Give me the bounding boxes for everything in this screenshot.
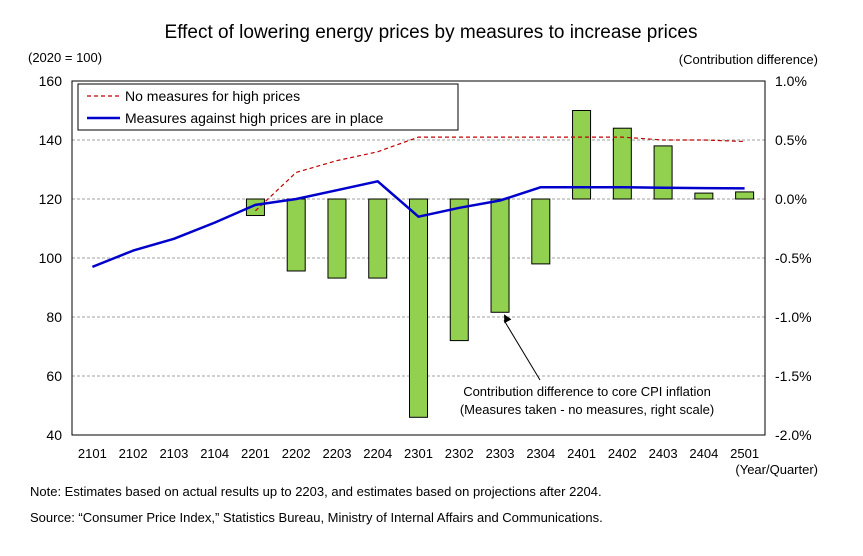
source-text: Source: “Consumer Price Index,” Statisti… <box>30 510 603 525</box>
x-tick-label: 2102 <box>119 446 148 461</box>
right-tick-label: 1.0% <box>775 73 807 89</box>
lines <box>91 136 745 269</box>
bar <box>653 145 673 200</box>
x-tick-label: 2501 <box>730 446 759 461</box>
x-axis-label: (Year/Quarter) <box>735 462 818 477</box>
annotation-line-2: (Measures taken - no measures, right sca… <box>460 402 714 417</box>
x-tick-label: 2103 <box>159 446 188 461</box>
x-tick-label: 2303 <box>486 446 515 461</box>
x-axis-ticks: 2101 2102 2103 2104 2201 2202 2203 2204 2301 2302… <box>78 446 759 461</box>
right-tick-label: 0.0% <box>775 191 807 207</box>
x-tick-label: 2104 <box>200 446 229 461</box>
x-tick-label: 2403 <box>649 446 678 461</box>
bar <box>694 192 714 200</box>
bar <box>531 198 551 265</box>
x-tick-label: 2302 <box>445 446 474 461</box>
bars <box>245 110 755 418</box>
x-tick-label: 2304 <box>526 446 555 461</box>
bar <box>735 191 755 200</box>
bar <box>368 198 388 279</box>
left-tick-label: 100 <box>39 250 63 266</box>
right-tick-label: -2.0% <box>775 427 812 443</box>
right-axis-ticks: -2.0% -1.5% -1.0% -0.5% 0.0% 0.5% 1.0% <box>775 73 812 443</box>
right-tick-label: -0.5% <box>775 250 812 266</box>
right-tick-label: -1.5% <box>775 368 812 384</box>
x-tick-label: 2404 <box>689 446 718 461</box>
annotation-box <box>436 380 738 420</box>
annotation-arrow <box>503 320 541 381</box>
bar <box>286 198 306 272</box>
bar <box>327 198 347 279</box>
x-tick-label: 2101 <box>78 446 107 461</box>
right-tick-label: 0.5% <box>775 132 807 148</box>
x-tick-label: 2401 <box>567 446 596 461</box>
bar <box>409 198 428 418</box>
x-tick-label: 2201 <box>241 446 270 461</box>
bar <box>612 127 632 200</box>
annotation-arrowhead <box>504 314 512 324</box>
right-axis-unit: (Contribution difference) <box>679 52 818 67</box>
left-tick-label: 40 <box>46 427 62 443</box>
left-tick-label: 160 <box>39 73 63 89</box>
legend-label-measures: Measures against high prices are in plac… <box>125 110 384 126</box>
plot-frame <box>71 80 766 436</box>
x-tick-label: 2301 <box>404 446 433 461</box>
bar <box>449 198 469 342</box>
series-line-no-measures <box>254 136 745 212</box>
left-tick-label: 60 <box>46 368 62 384</box>
legend-label-no-measures: No measures for high prices <box>125 88 300 104</box>
x-tick-label: 2202 <box>282 446 311 461</box>
x-tick-label: 2203 <box>323 446 352 461</box>
left-axis-ticks: 40 60 80 100 120 140 160 <box>39 73 63 443</box>
bar <box>490 198 510 313</box>
note-text: Note: Estimates based on actual results … <box>30 484 602 499</box>
series-line-measures <box>91 180 745 269</box>
left-tick-label: 80 <box>46 309 62 325</box>
chart-title: Effect of lowering energy prices by meas… <box>165 22 698 43</box>
x-tick-label: 2402 <box>608 446 637 461</box>
left-tick-label: 140 <box>39 132 63 148</box>
right-tick-label: -1.0% <box>775 309 812 325</box>
bar <box>572 110 592 200</box>
bar-annotation: Contribution difference to core CPI infl… <box>436 314 738 420</box>
legend: No measures for high prices Measures aga… <box>77 83 459 131</box>
legend-box <box>77 83 459 131</box>
x-tick-label: 2204 <box>363 446 392 461</box>
left-axis-unit: (2020 = 100) <box>28 50 102 65</box>
left-tick-label: 120 <box>39 191 63 207</box>
annotation-line-1: Contribution difference to core CPI infl… <box>463 384 711 399</box>
